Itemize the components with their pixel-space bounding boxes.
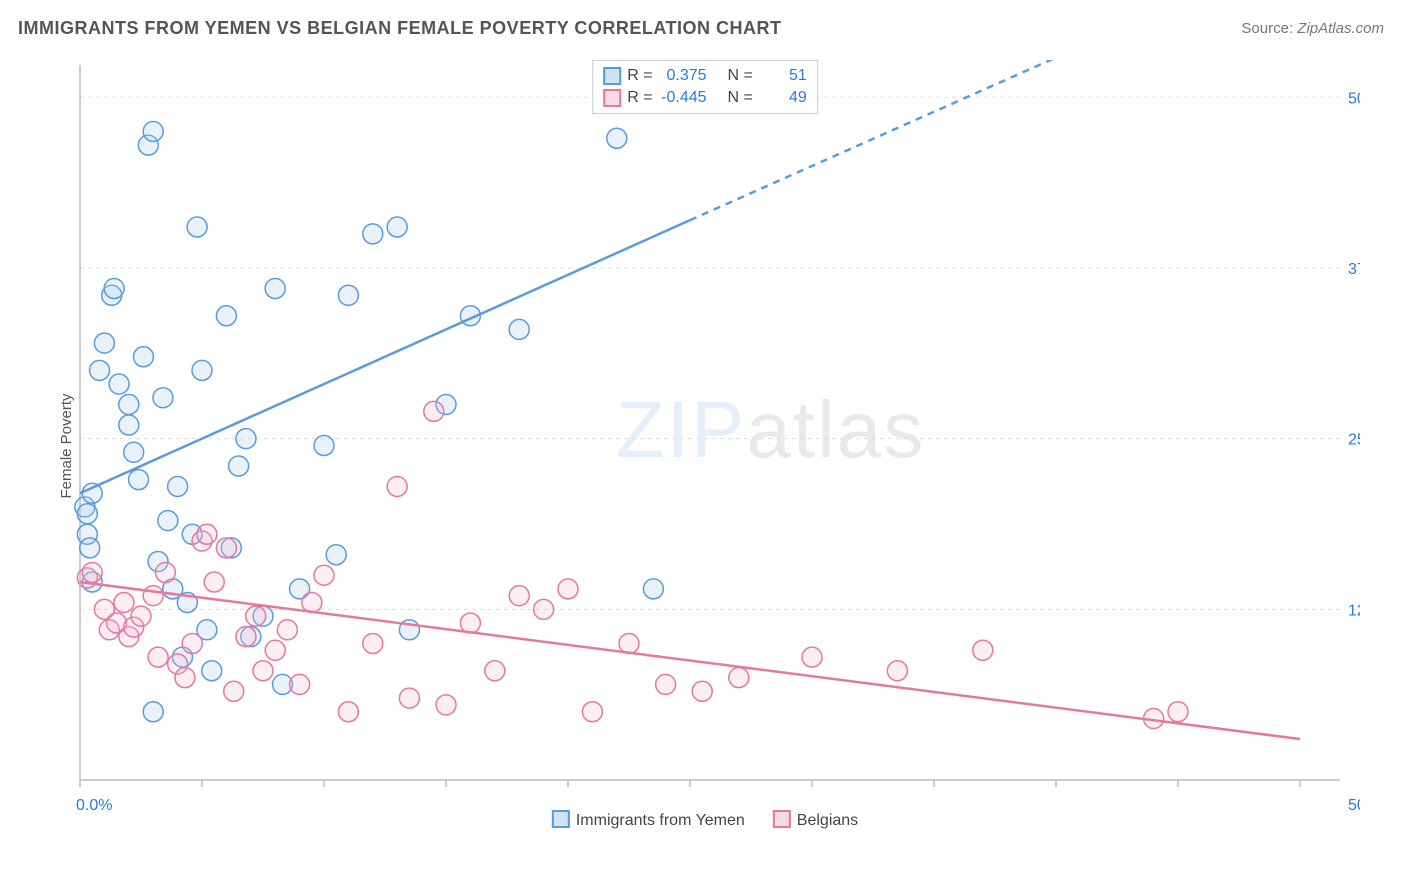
correlation-legend: R = 0.375 N = 51R = -0.445 N = 49 <box>592 60 818 114</box>
svg-text:0.0%: 0.0% <box>76 797 112 814</box>
corr-row: R = 0.375 N = 51 <box>603 65 807 87</box>
chart-container: IMMIGRANTS FROM YEMEN VS BELGIAN FEMALE … <box>0 0 1406 892</box>
plot-area: ZIPatlas 12.5%25.0%37.5%50.0%0.0%50.0% R… <box>50 60 1360 830</box>
legend-item-yemen: Immigrants from Yemen <box>552 810 745 830</box>
svg-text:37.5%: 37.5% <box>1348 261 1360 278</box>
r-value: 0.375 <box>659 65 707 87</box>
n-label: N = <box>727 65 752 87</box>
n-label: N = <box>727 87 752 109</box>
r-value: -0.445 <box>659 87 707 109</box>
svg-text:12.5%: 12.5% <box>1348 602 1360 619</box>
square-icon <box>603 89 621 107</box>
n-value: 51 <box>759 65 807 87</box>
n-value: 49 <box>759 87 807 109</box>
scatter-svg: 12.5% 25.0% 37.5% 50.0% 0.0% 50.0% <box>50 60 1360 830</box>
source-label: Source: <box>1241 20 1293 37</box>
svg-text:50.0%: 50.0% <box>1348 90 1360 107</box>
r-label: R = <box>627 87 652 109</box>
square-icon <box>773 810 791 828</box>
square-icon <box>603 67 621 85</box>
source-attribution: Source: ZipAtlas.com <box>1241 20 1384 37</box>
square-icon <box>552 810 570 828</box>
corr-row: R = -0.445 N = 49 <box>603 87 807 109</box>
legend-item-belgians: Belgians <box>773 810 858 830</box>
legend-label: Immigrants from Yemen <box>576 812 745 829</box>
r-label: R = <box>627 65 652 87</box>
svg-text:50.0%: 50.0% <box>1348 797 1360 814</box>
source-value: ZipAtlas.com <box>1297 20 1384 37</box>
series-legend: Immigrants from Yemen Belgians <box>552 810 858 830</box>
svg-text:25.0%: 25.0% <box>1348 432 1360 449</box>
chart-title: IMMIGRANTS FROM YEMEN VS BELGIAN FEMALE … <box>18 18 782 39</box>
legend-label: Belgians <box>797 812 858 829</box>
